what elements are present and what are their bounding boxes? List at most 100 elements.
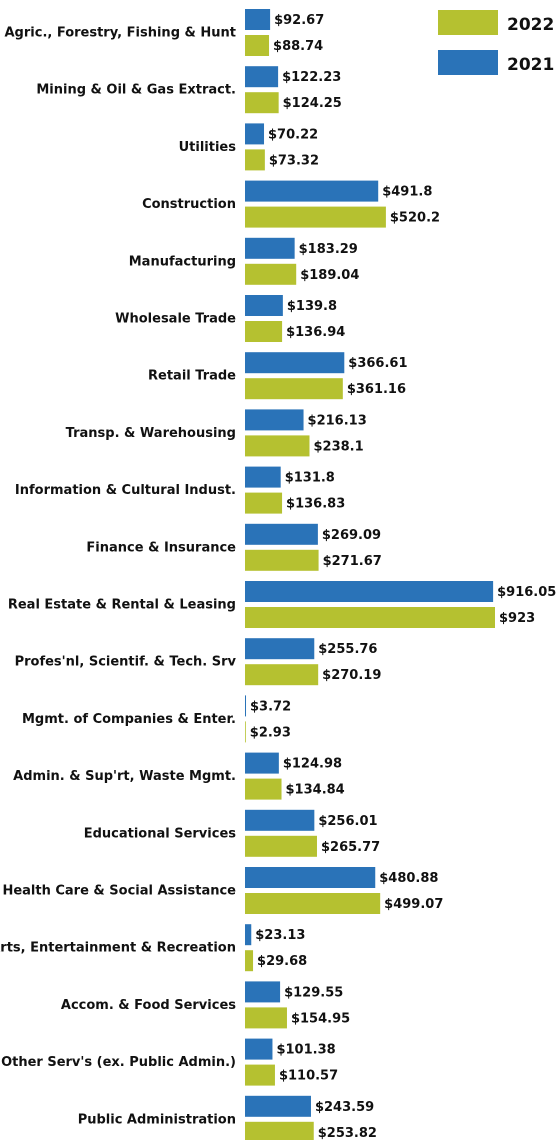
category-label: Other Serv's (ex. Public Admin.) (1, 1055, 236, 1070)
bar (245, 9, 271, 30)
category-label: Agric., Forestry, Fishing & Hunt (5, 26, 237, 41)
category-label: Mining & Oil & Gas Extract. (36, 83, 236, 98)
category-label: Wholesale Trade (115, 312, 236, 327)
category-label: Admin. & Sup'rt, Waste Mgmt. (13, 769, 236, 784)
value-label: $253.82 (318, 1126, 377, 1140)
bar (245, 35, 270, 56)
value-label: $92.67 (274, 13, 324, 28)
value-label: $29.68 (257, 954, 307, 969)
bar (245, 981, 281, 1003)
value-label: $88.74 (273, 39, 323, 54)
bar (245, 867, 376, 888)
category-label: Health Care & Social Assistance (2, 884, 236, 899)
category-label: Transp. & Warehousing (66, 426, 236, 441)
bar (245, 492, 283, 514)
value-label: $73.32 (269, 153, 319, 168)
bar (245, 1007, 287, 1029)
value-label: $216.13 (308, 413, 367, 428)
value-label: $136.83 (286, 497, 345, 512)
bar (245, 1038, 273, 1060)
value-label: $136.94 (286, 325, 345, 340)
category-label: Educational Services (84, 826, 237, 841)
bar (245, 180, 379, 202)
category-label: Arts, Entertainment & Recreation (0, 941, 236, 956)
value-label: $520.2 (390, 211, 440, 226)
value-label: $491.8 (382, 185, 432, 200)
value-label: $256.01 (318, 814, 377, 829)
bar (245, 352, 345, 374)
category-label: Profes'nl, Scientif. & Tech. Srv (15, 655, 237, 670)
bar (245, 409, 304, 431)
bar (245, 638, 315, 660)
value-label: $480.88 (379, 871, 438, 886)
value-label: $265.77 (321, 840, 380, 855)
bar (245, 1064, 275, 1086)
value-label: $3.72 (250, 699, 291, 714)
bar (245, 466, 281, 488)
legend-label: 2022 (507, 15, 554, 35)
legend-swatch (438, 10, 498, 35)
value-label: $110.57 (279, 1069, 338, 1084)
value-label: $122.23 (282, 70, 341, 85)
bar (245, 523, 318, 545)
value-label: $189.04 (300, 268, 359, 283)
bar (245, 950, 254, 972)
bar (245, 752, 279, 774)
bar (245, 581, 494, 602)
value-label: $70.22 (268, 127, 318, 142)
value-label: $243.59 (315, 1100, 374, 1115)
bar (245, 778, 282, 800)
value-label: $23.13 (255, 928, 305, 943)
value-label: $361.16 (347, 382, 406, 397)
category-label: Mgmt. of Companies & Enter. (22, 712, 236, 727)
value-label: $183.29 (299, 242, 358, 257)
category-label: Public Administration (78, 1112, 236, 1127)
value-label: $124.98 (283, 757, 342, 772)
value-label: $124.25 (283, 96, 342, 111)
value-label: $923 (499, 611, 535, 626)
value-label: $2.93 (250, 725, 291, 740)
category-label: Utilities (179, 140, 237, 155)
bar (245, 92, 279, 114)
bar (245, 435, 310, 457)
category-label: Retail Trade (148, 369, 236, 384)
bar (245, 721, 246, 743)
bar (245, 695, 247, 717)
value-label: $366.61 (348, 356, 407, 371)
legend-label: 2021 (507, 55, 554, 75)
value-label: $131.8 (285, 471, 335, 486)
bar (245, 664, 319, 686)
value-label: $271.67 (323, 554, 382, 569)
bar (245, 123, 265, 145)
category-label: Manufacturing (129, 254, 236, 269)
bar (245, 378, 343, 400)
bar (245, 321, 283, 342)
bar (245, 237, 295, 259)
category-label: Construction (142, 197, 236, 212)
value-label: $134.84 (286, 783, 345, 798)
value-label: $154.95 (291, 1011, 350, 1026)
bar (245, 263, 297, 285)
value-label: $269.09 (322, 528, 381, 543)
value-label: $129.55 (284, 985, 343, 1000)
bar (245, 549, 319, 571)
value-label: $101.38 (276, 1043, 335, 1058)
bar (245, 295, 283, 316)
bar (245, 924, 252, 946)
category-label: Accom. & Food Services (61, 998, 236, 1013)
value-label: $270.19 (322, 668, 381, 683)
bar (245, 835, 317, 857)
bar (245, 149, 265, 171)
bar (245, 1121, 314, 1140)
bar (245, 607, 495, 628)
bar (245, 809, 315, 831)
category-label: Finance & Insurance (86, 540, 236, 555)
value-label: $139.8 (287, 299, 337, 314)
value-label: $499.07 (384, 897, 443, 912)
value-label: $255.76 (318, 642, 377, 657)
category-label: Information & Cultural Indust. (15, 483, 236, 498)
category-label: Real Estate & Rental & Leasing (8, 598, 236, 613)
bar (245, 66, 279, 88)
bar (245, 1095, 311, 1117)
